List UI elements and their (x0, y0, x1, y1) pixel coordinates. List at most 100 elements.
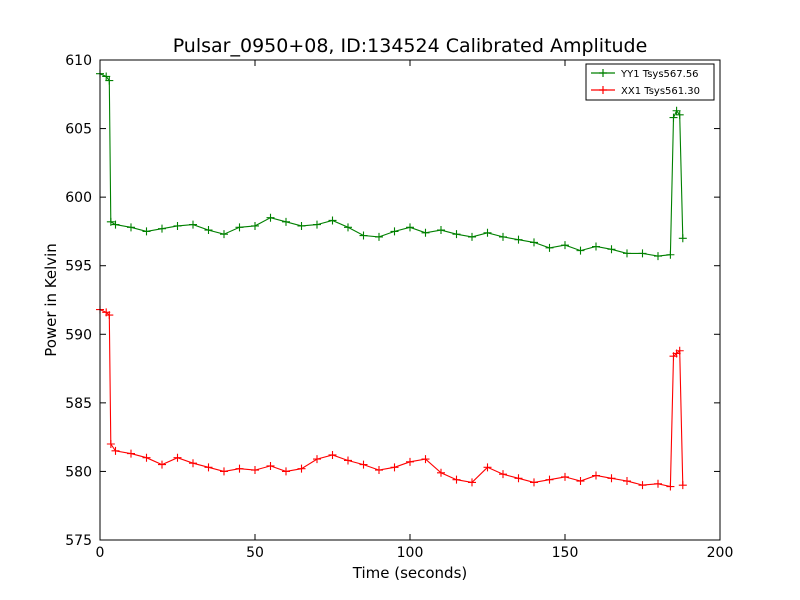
series-line (99, 309, 684, 488)
data-point (189, 220, 197, 229)
series-layer (96, 69, 687, 491)
y-axis-label: Power in Kelvin (42, 243, 60, 357)
data-point (530, 478, 538, 487)
data-point (266, 213, 275, 222)
data-point (297, 464, 306, 473)
data-point (468, 478, 476, 487)
data-point (220, 467, 228, 476)
data-point (638, 249, 647, 258)
data-point (313, 455, 321, 464)
data-point (654, 479, 662, 488)
x-axis-ticks: 0 50 100 150 200 (96, 60, 734, 561)
data-point (607, 474, 616, 483)
legend-frame (585, 63, 715, 101)
data-point (483, 228, 492, 237)
data-point (390, 463, 399, 472)
data-point (561, 472, 569, 481)
y-tick-label: 590 (65, 327, 92, 343)
data-point (623, 249, 631, 258)
data-point (111, 446, 120, 455)
x-tick-label: 150 (552, 545, 579, 561)
data-point (359, 231, 368, 240)
legend-label-xx1: XX1 Tsys561.30 (621, 86, 700, 97)
data-point (406, 223, 414, 232)
legend-item-yy1: YY1 Tsys567.56 (591, 69, 699, 80)
data-point (437, 226, 445, 235)
data-point (105, 76, 114, 85)
data-point (297, 221, 306, 230)
data-point (328, 216, 337, 225)
data-point (173, 453, 182, 462)
data-point (251, 466, 259, 475)
data-point (158, 460, 166, 469)
data-point (514, 235, 523, 244)
data-point (530, 238, 538, 247)
legend-label-yy1: YY1 Tsys567.56 (620, 69, 699, 80)
y-tick-label: 605 (65, 122, 92, 138)
data-point (359, 460, 368, 469)
data-point (235, 464, 244, 473)
x-tick-label: 100 (397, 545, 424, 561)
data-point (344, 223, 352, 232)
data-point (204, 226, 213, 235)
data-point (158, 224, 166, 233)
x-tick-label: 200 (707, 545, 734, 561)
legend-marker-xx1 (599, 86, 607, 94)
data-point (106, 440, 115, 448)
data-point (499, 470, 507, 479)
data-point (127, 223, 135, 232)
data-point (189, 459, 197, 468)
data-point (675, 110, 684, 119)
data-point (678, 234, 687, 243)
data-point (220, 230, 228, 239)
data-point (678, 481, 687, 490)
data-point (328, 450, 337, 459)
data-point (666, 250, 675, 259)
data-point (483, 463, 492, 472)
data-point (421, 228, 430, 237)
chart-title: Pulsar_0950+08, ID:134524 Calibrated Amp… (173, 35, 648, 57)
data-point (421, 455, 430, 464)
y-tick-label: 595 (65, 259, 92, 275)
y-tick-label: 610 (65, 53, 92, 69)
data-point (111, 220, 120, 229)
data-point (313, 220, 321, 229)
data-point (452, 475, 461, 484)
data-point (592, 242, 600, 251)
data-point (142, 453, 151, 462)
data-point (235, 223, 244, 232)
data-point (390, 227, 399, 236)
legend-item-xx1: XX1 Tsys561.30 (591, 86, 700, 97)
data-point (545, 475, 554, 484)
y-tick-label: 575 (65, 533, 92, 549)
data-point (282, 217, 290, 226)
x-tick-label: 0 (96, 545, 105, 561)
data-point (437, 468, 445, 477)
data-point (666, 482, 675, 491)
y-tick-label: 600 (65, 190, 92, 206)
data-point (576, 246, 585, 255)
y-tick-label: 580 (65, 464, 92, 480)
data-point (204, 463, 213, 472)
data-point (406, 457, 414, 466)
data-point (266, 461, 275, 470)
data-point (654, 252, 662, 261)
data-point (607, 245, 616, 254)
series-line (99, 73, 684, 257)
data-point (675, 346, 684, 355)
legend: YY1 Tsys567.56 XX1 Tsys561.30 (585, 63, 715, 101)
plot-area (96, 59, 721, 541)
legend-marker-yy1 (599, 69, 607, 77)
data-point (127, 449, 135, 458)
data-point (514, 474, 523, 483)
data-point (375, 232, 383, 241)
data-point (638, 481, 647, 490)
data-point (545, 243, 554, 252)
data-point (106, 217, 115, 226)
data-point (375, 466, 383, 475)
data-point (672, 106, 681, 115)
data-point (452, 230, 461, 239)
x-tick-label: 50 (246, 545, 264, 561)
data-point (102, 72, 111, 81)
